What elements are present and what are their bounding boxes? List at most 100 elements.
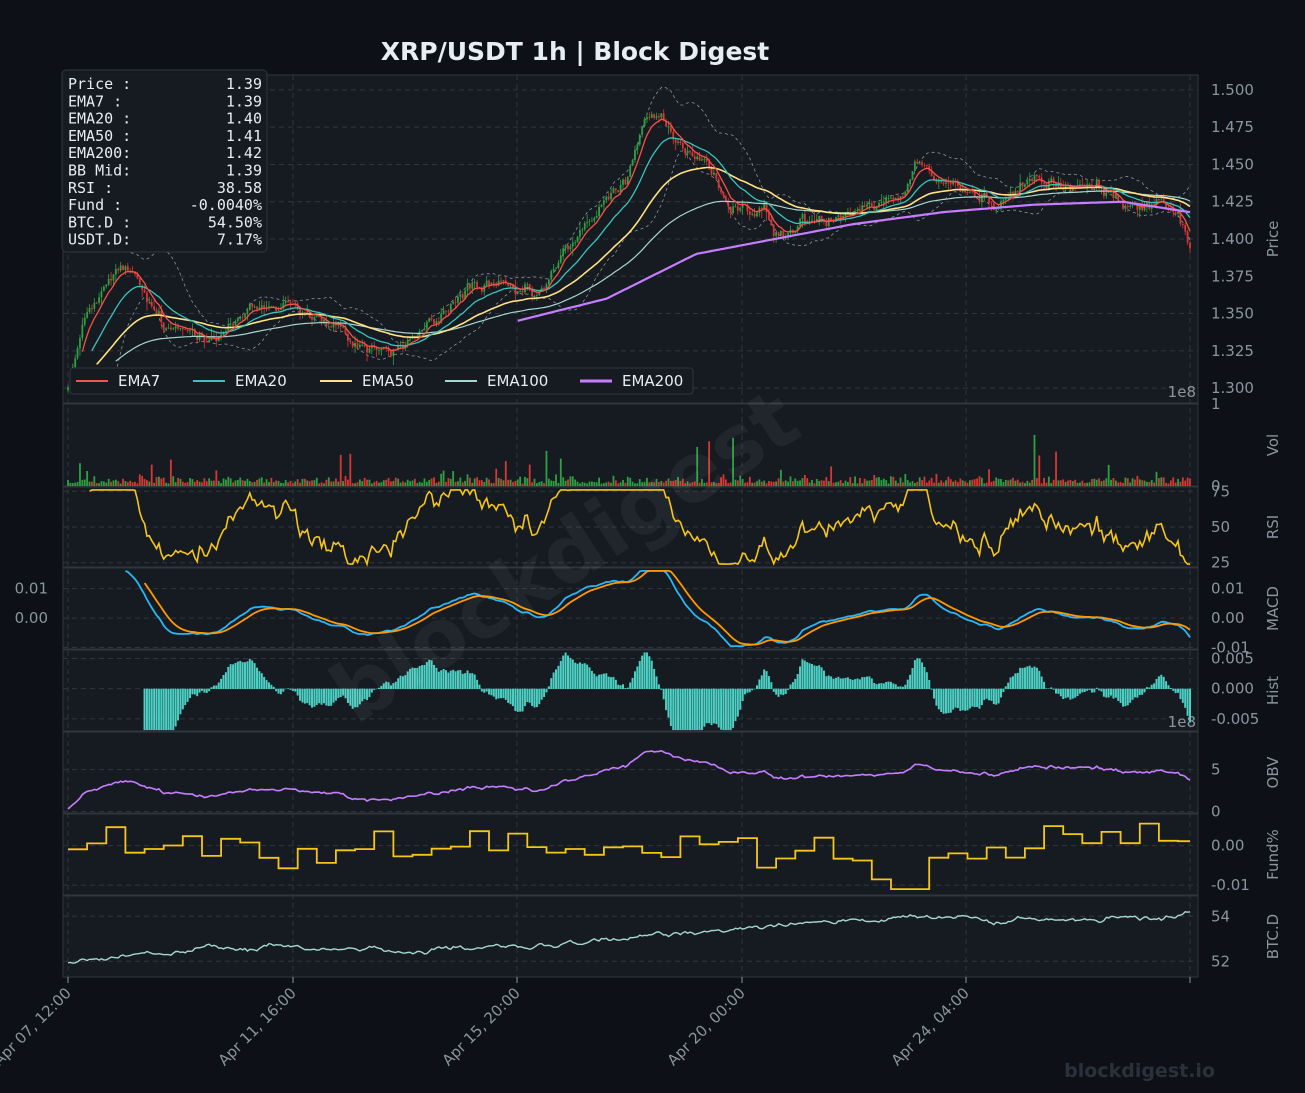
candle-body bbox=[313, 316, 316, 320]
candle-body bbox=[327, 326, 330, 328]
volume-bar bbox=[112, 480, 115, 486]
candle-body bbox=[593, 217, 596, 221]
hist-bar bbox=[495, 688, 498, 700]
volume-bar bbox=[1064, 481, 1067, 486]
candle-body bbox=[397, 345, 400, 350]
volume-bar bbox=[1141, 480, 1144, 486]
candle-body bbox=[119, 265, 122, 271]
candle-body bbox=[610, 192, 612, 200]
hist-bar bbox=[921, 662, 924, 689]
candle-body bbox=[1114, 194, 1117, 198]
candle-body bbox=[667, 126, 670, 127]
volume-bar bbox=[1114, 480, 1117, 486]
hist-bar bbox=[1174, 688, 1177, 694]
volume-bar bbox=[729, 482, 732, 486]
volume-bar bbox=[337, 481, 340, 486]
volume-bar bbox=[679, 480, 682, 486]
candle-body bbox=[813, 220, 816, 222]
candle-body bbox=[916, 161, 919, 164]
volume-bar bbox=[686, 481, 689, 486]
candle-body bbox=[923, 164, 926, 166]
candle-body bbox=[868, 203, 871, 205]
candle-body bbox=[378, 349, 380, 351]
hist-bar bbox=[1136, 688, 1139, 698]
candle-body bbox=[234, 321, 237, 326]
hist-bar bbox=[1145, 687, 1148, 689]
hist-bar bbox=[272, 686, 275, 689]
hist-bar bbox=[550, 678, 553, 689]
hist-bar bbox=[454, 671, 457, 689]
hist-bar bbox=[1095, 687, 1098, 689]
candle-body bbox=[1189, 242, 1191, 249]
hist-bar bbox=[1083, 688, 1086, 693]
hist-bar bbox=[430, 660, 433, 689]
volume-bar bbox=[614, 480, 617, 486]
volume-bar bbox=[1045, 482, 1048, 486]
volume-bar bbox=[763, 480, 766, 486]
candle-body bbox=[284, 300, 287, 303]
hist-bar bbox=[755, 685, 758, 689]
hist-bar bbox=[466, 670, 469, 689]
hist-bar bbox=[820, 667, 823, 689]
candle-body bbox=[650, 114, 653, 118]
candle-body bbox=[507, 283, 510, 287]
hist-bar bbox=[854, 679, 857, 689]
candle-body bbox=[734, 206, 737, 208]
volume-bar bbox=[636, 483, 639, 486]
volume-bar bbox=[921, 480, 923, 486]
y-tick-label: 0.005 bbox=[1211, 649, 1254, 667]
candle-body bbox=[344, 326, 347, 335]
volume-bar bbox=[150, 464, 153, 486]
candle-body bbox=[935, 180, 938, 183]
info-label: Fund : bbox=[68, 196, 122, 214]
y-tick-label: 1.425 bbox=[1211, 193, 1254, 211]
candle-body bbox=[918, 162, 921, 164]
candle-body bbox=[658, 116, 660, 118]
candle-body bbox=[748, 211, 751, 215]
hist-bar bbox=[392, 683, 395, 689]
hist-bar bbox=[1143, 688, 1146, 693]
volume-bar bbox=[1047, 476, 1050, 486]
hist-bar bbox=[636, 666, 639, 689]
hist-bar bbox=[1043, 681, 1046, 689]
volume-bar bbox=[476, 477, 478, 486]
candle-body bbox=[437, 321, 440, 323]
candle-body bbox=[1100, 188, 1103, 189]
candle-body bbox=[452, 301, 455, 304]
candle-body bbox=[148, 302, 151, 303]
candle-body bbox=[320, 316, 323, 323]
hist-bar bbox=[904, 684, 907, 689]
volume-bar bbox=[1146, 481, 1148, 486]
volume-bar bbox=[1086, 482, 1089, 486]
volume-bar bbox=[318, 483, 321, 486]
hist-bar bbox=[449, 670, 452, 689]
volume-bar bbox=[957, 482, 959, 486]
hist-bar bbox=[1157, 676, 1160, 689]
hist-bar bbox=[179, 688, 182, 715]
hist-bar bbox=[961, 688, 964, 711]
candle-body bbox=[598, 206, 600, 217]
volume-bar bbox=[418, 481, 421, 486]
hist-bar bbox=[1031, 667, 1034, 689]
y-tick-label: 0.000 bbox=[1211, 680, 1254, 698]
volume-bar bbox=[74, 482, 77, 486]
candle-body bbox=[906, 183, 909, 192]
volume-bar bbox=[1189, 478, 1191, 486]
hist-bar bbox=[669, 688, 672, 727]
volume-bar bbox=[909, 482, 911, 486]
volume-bar bbox=[114, 479, 117, 486]
candle-body bbox=[210, 336, 213, 341]
candle-body bbox=[937, 181, 940, 183]
candle-body bbox=[526, 284, 529, 285]
hist-bar bbox=[1000, 688, 1003, 698]
volume-bar bbox=[1091, 479, 1093, 486]
volume-bar bbox=[1177, 478, 1179, 486]
hist-bar bbox=[562, 655, 565, 689]
hist-bar bbox=[899, 686, 902, 689]
volume-bar bbox=[897, 483, 900, 486]
volume-bar bbox=[189, 478, 191, 486]
volume-bar bbox=[820, 480, 823, 486]
hist-bar bbox=[1007, 682, 1010, 689]
candle-body bbox=[126, 266, 129, 271]
hist-bar bbox=[356, 688, 359, 708]
